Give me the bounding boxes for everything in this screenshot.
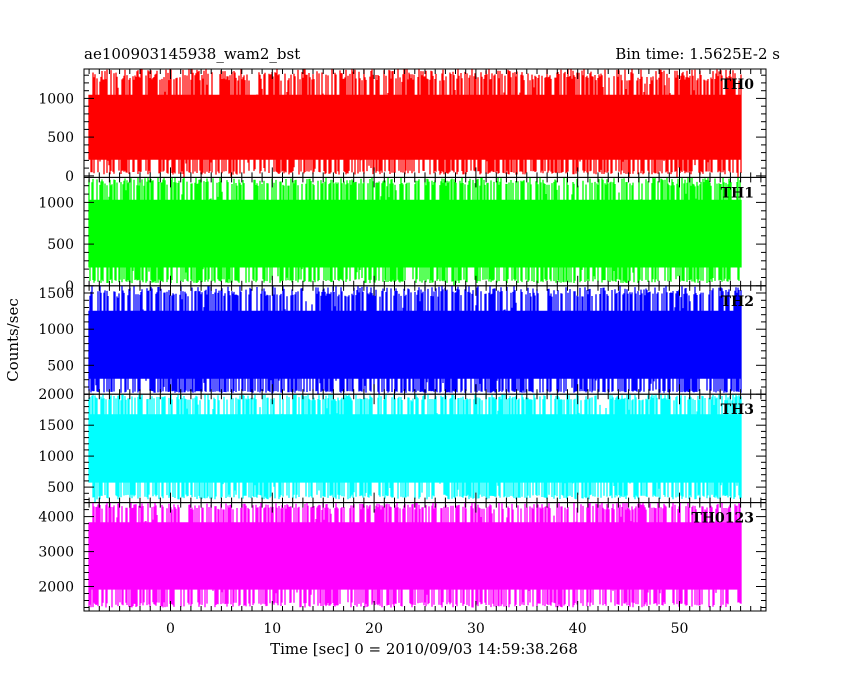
x-axis-label: Time [sec] 0 = 2010/09/03 14:59:38.268 [270, 640, 578, 658]
series-label-th0: TH0 [721, 77, 755, 93]
y-tick-label: 500 [47, 130, 74, 146]
x-tick-label: 0 [166, 621, 175, 637]
bin-time-label: Bin time: 1.5625E-2 s [615, 45, 780, 63]
y-tick-label: 1000 [38, 91, 74, 107]
y-tick-label: 1500 [38, 418, 74, 434]
series-label-th2: TH2 [721, 294, 754, 310]
y-tick-label: 1000 [38, 322, 74, 338]
series-core-th0 [89, 97, 741, 158]
x-tick-label: 50 [671, 621, 689, 637]
x-tick-label: 20 [365, 621, 383, 637]
series-label-th3: TH3 [721, 402, 754, 418]
x-tick-label: 10 [263, 621, 281, 637]
y-tick-label: 1000 [38, 449, 74, 465]
series-core-th3 [89, 416, 741, 481]
panel-th2: 500 1000 1500 TH2 [38, 285, 767, 395]
y-tick-label: 0 [65, 169, 74, 185]
panel-th1: 0 500 1000 TH1 [38, 176, 767, 295]
series-label-th0123: TH0123 [691, 511, 754, 527]
chart-title: ae100903145938_wam2_bst [84, 45, 300, 63]
y-tick-label: 3000 [38, 545, 74, 561]
y-tick-label: 1500 [38, 286, 74, 302]
y-tick-label: 2000 [38, 580, 74, 596]
y-tick-label: 1000 [38, 195, 74, 211]
panel-th0: 0 500 1000 TH0 [38, 68, 767, 185]
series-core-th2 [89, 313, 741, 377]
y-tick-label: 500 [47, 480, 74, 496]
panel-th3: 500 1000 1500 2000 TH3 [38, 387, 767, 504]
series-core-th0123 [89, 524, 741, 588]
y-tick-label: 500 [47, 237, 74, 253]
panel-th0123: 2000 3000 4000 TH0123 [38, 502, 767, 612]
y-tick-label: 4000 [38, 510, 74, 526]
y-tick-label: 0 [65, 279, 74, 295]
series-core-th1 [89, 202, 741, 266]
x-tick-label: 30 [467, 621, 485, 637]
y-axis-label: Counts/sec [4, 298, 22, 382]
y-tick-label: 500 [47, 358, 74, 374]
x-tick-label: 40 [569, 621, 587, 637]
y-tick-label: 2000 [38, 387, 74, 403]
series-label-th1: TH1 [721, 185, 754, 201]
